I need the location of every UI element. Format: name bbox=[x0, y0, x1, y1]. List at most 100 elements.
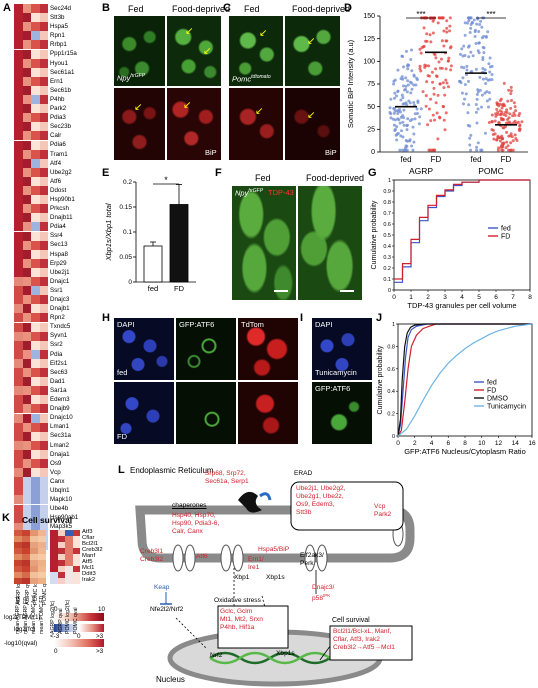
data-point bbox=[474, 110, 478, 114]
chart-g: 0 0.1 0.2 0.3 0.4 0.5 0.6 0.7 0.8 0.9 1 0 1 2 3 4 5 6 7 8 TD… bbox=[371, 178, 532, 310]
y-tick-label: 0.1 bbox=[383, 277, 391, 283]
panel-h-tdtom-fd bbox=[238, 382, 298, 444]
heatmap-row bbox=[14, 349, 48, 359]
gene-label: Ubqln1 bbox=[50, 486, 70, 494]
data-point bbox=[437, 115, 441, 119]
panel-b-fd-title: Food-deprived bbox=[172, 4, 231, 14]
data-point bbox=[494, 114, 498, 118]
data-point bbox=[433, 148, 437, 152]
group-label: AGRP bbox=[409, 166, 433, 176]
data-point bbox=[513, 119, 517, 123]
data-point bbox=[471, 54, 475, 58]
x-tick-label: 1 bbox=[409, 294, 413, 301]
heatmap-col-label: AGRP qval bbox=[57, 608, 64, 634]
data-point bbox=[477, 41, 481, 45]
gene-label: Sec13 bbox=[50, 241, 68, 249]
data-point bbox=[445, 26, 449, 30]
heatmap-row bbox=[14, 548, 46, 554]
heatmap-row bbox=[14, 113, 48, 123]
ern1-label: Ern1/Ire1 bbox=[248, 556, 264, 571]
data-point bbox=[449, 68, 453, 72]
chaperones-genes: Hsp40, Hsp70, Hsp90, Pdia3-6, Calr, Canx bbox=[172, 512, 220, 535]
data-point bbox=[466, 111, 470, 115]
heatmap-row bbox=[14, 267, 48, 277]
data-point bbox=[520, 120, 524, 124]
data-point bbox=[441, 16, 445, 20]
data-point bbox=[432, 92, 436, 96]
data-point bbox=[438, 82, 442, 86]
data-point bbox=[409, 58, 413, 62]
data-point bbox=[431, 31, 435, 35]
data-point bbox=[490, 78, 494, 82]
data-point bbox=[477, 30, 481, 34]
data-point bbox=[393, 91, 397, 95]
data-point bbox=[405, 103, 409, 107]
data-point bbox=[504, 146, 508, 150]
data-point bbox=[467, 55, 471, 59]
data-point bbox=[513, 113, 517, 117]
data-point bbox=[485, 99, 489, 103]
data-point bbox=[429, 40, 433, 44]
data-point bbox=[425, 32, 429, 36]
data-point bbox=[393, 96, 397, 100]
panel-b-fed-title: Fed bbox=[128, 4, 144, 14]
heatmap-k-right bbox=[50, 530, 80, 584]
gene-label: P4hb bbox=[50, 95, 65, 103]
heatmap-row bbox=[14, 542, 46, 548]
gene-label: Sec63 bbox=[50, 368, 68, 376]
data-point bbox=[463, 21, 467, 25]
gene-label: Ssr2 bbox=[50, 341, 63, 349]
legend-label: fed bbox=[501, 225, 511, 232]
x-tick-label: 10 bbox=[478, 440, 486, 447]
data-point bbox=[415, 107, 419, 111]
y-tick-label: 125 bbox=[363, 36, 375, 43]
gene-label: Manf bbox=[82, 553, 96, 559]
data-point bbox=[504, 121, 508, 125]
panel-b-bip-fed: ↙ bbox=[114, 88, 165, 160]
data-point bbox=[462, 44, 466, 48]
heatmap-row bbox=[50, 530, 80, 536]
data-point bbox=[509, 148, 513, 152]
gene-label: Eif2s1 bbox=[50, 359, 68, 367]
data-point bbox=[458, 79, 462, 83]
heatmap-row bbox=[14, 167, 48, 177]
arrow-icon: ↙ bbox=[134, 102, 143, 113]
heatmap-row bbox=[14, 222, 48, 232]
data-point bbox=[474, 102, 478, 106]
heatmap-row bbox=[14, 49, 48, 59]
gene-label: Pdia4 bbox=[50, 223, 66, 231]
panel-b-npy-fd: ↙ ↙ bbox=[167, 16, 221, 86]
data-point bbox=[407, 99, 411, 103]
translocon-genes: Srp68, Srp72, Sec61a, Serp1 bbox=[205, 470, 249, 485]
data-point bbox=[506, 144, 510, 148]
data-point bbox=[460, 91, 464, 95]
data-point bbox=[401, 148, 405, 152]
data-point bbox=[403, 146, 407, 150]
data-point bbox=[482, 46, 486, 50]
legend-label: DMSO bbox=[487, 395, 509, 402]
heatmap-row bbox=[50, 566, 80, 572]
gene-label: Canx bbox=[50, 477, 65, 485]
data-point bbox=[448, 16, 452, 20]
data-point bbox=[401, 120, 405, 124]
panel-label-f: F bbox=[215, 167, 222, 179]
data-point bbox=[447, 56, 451, 60]
data-point bbox=[400, 75, 404, 79]
heatmap-row bbox=[14, 186, 48, 196]
data-point bbox=[424, 104, 428, 108]
data-point bbox=[409, 48, 413, 52]
gene-label: Dnaja1 bbox=[50, 450, 70, 458]
data-point bbox=[389, 97, 393, 101]
panel-label-j: J bbox=[376, 312, 383, 324]
data-point bbox=[436, 137, 440, 141]
panel-label-h: H bbox=[102, 312, 110, 324]
data-point bbox=[469, 26, 473, 30]
data-point bbox=[406, 63, 410, 67]
data-point bbox=[501, 104, 505, 108]
data-point bbox=[413, 112, 417, 116]
x-tick-label: fed bbox=[148, 284, 158, 293]
significance-label: * bbox=[164, 175, 168, 185]
heatmap-row bbox=[14, 377, 48, 387]
ox-title: Oxidative stress bbox=[214, 597, 261, 604]
data-point bbox=[484, 77, 488, 81]
